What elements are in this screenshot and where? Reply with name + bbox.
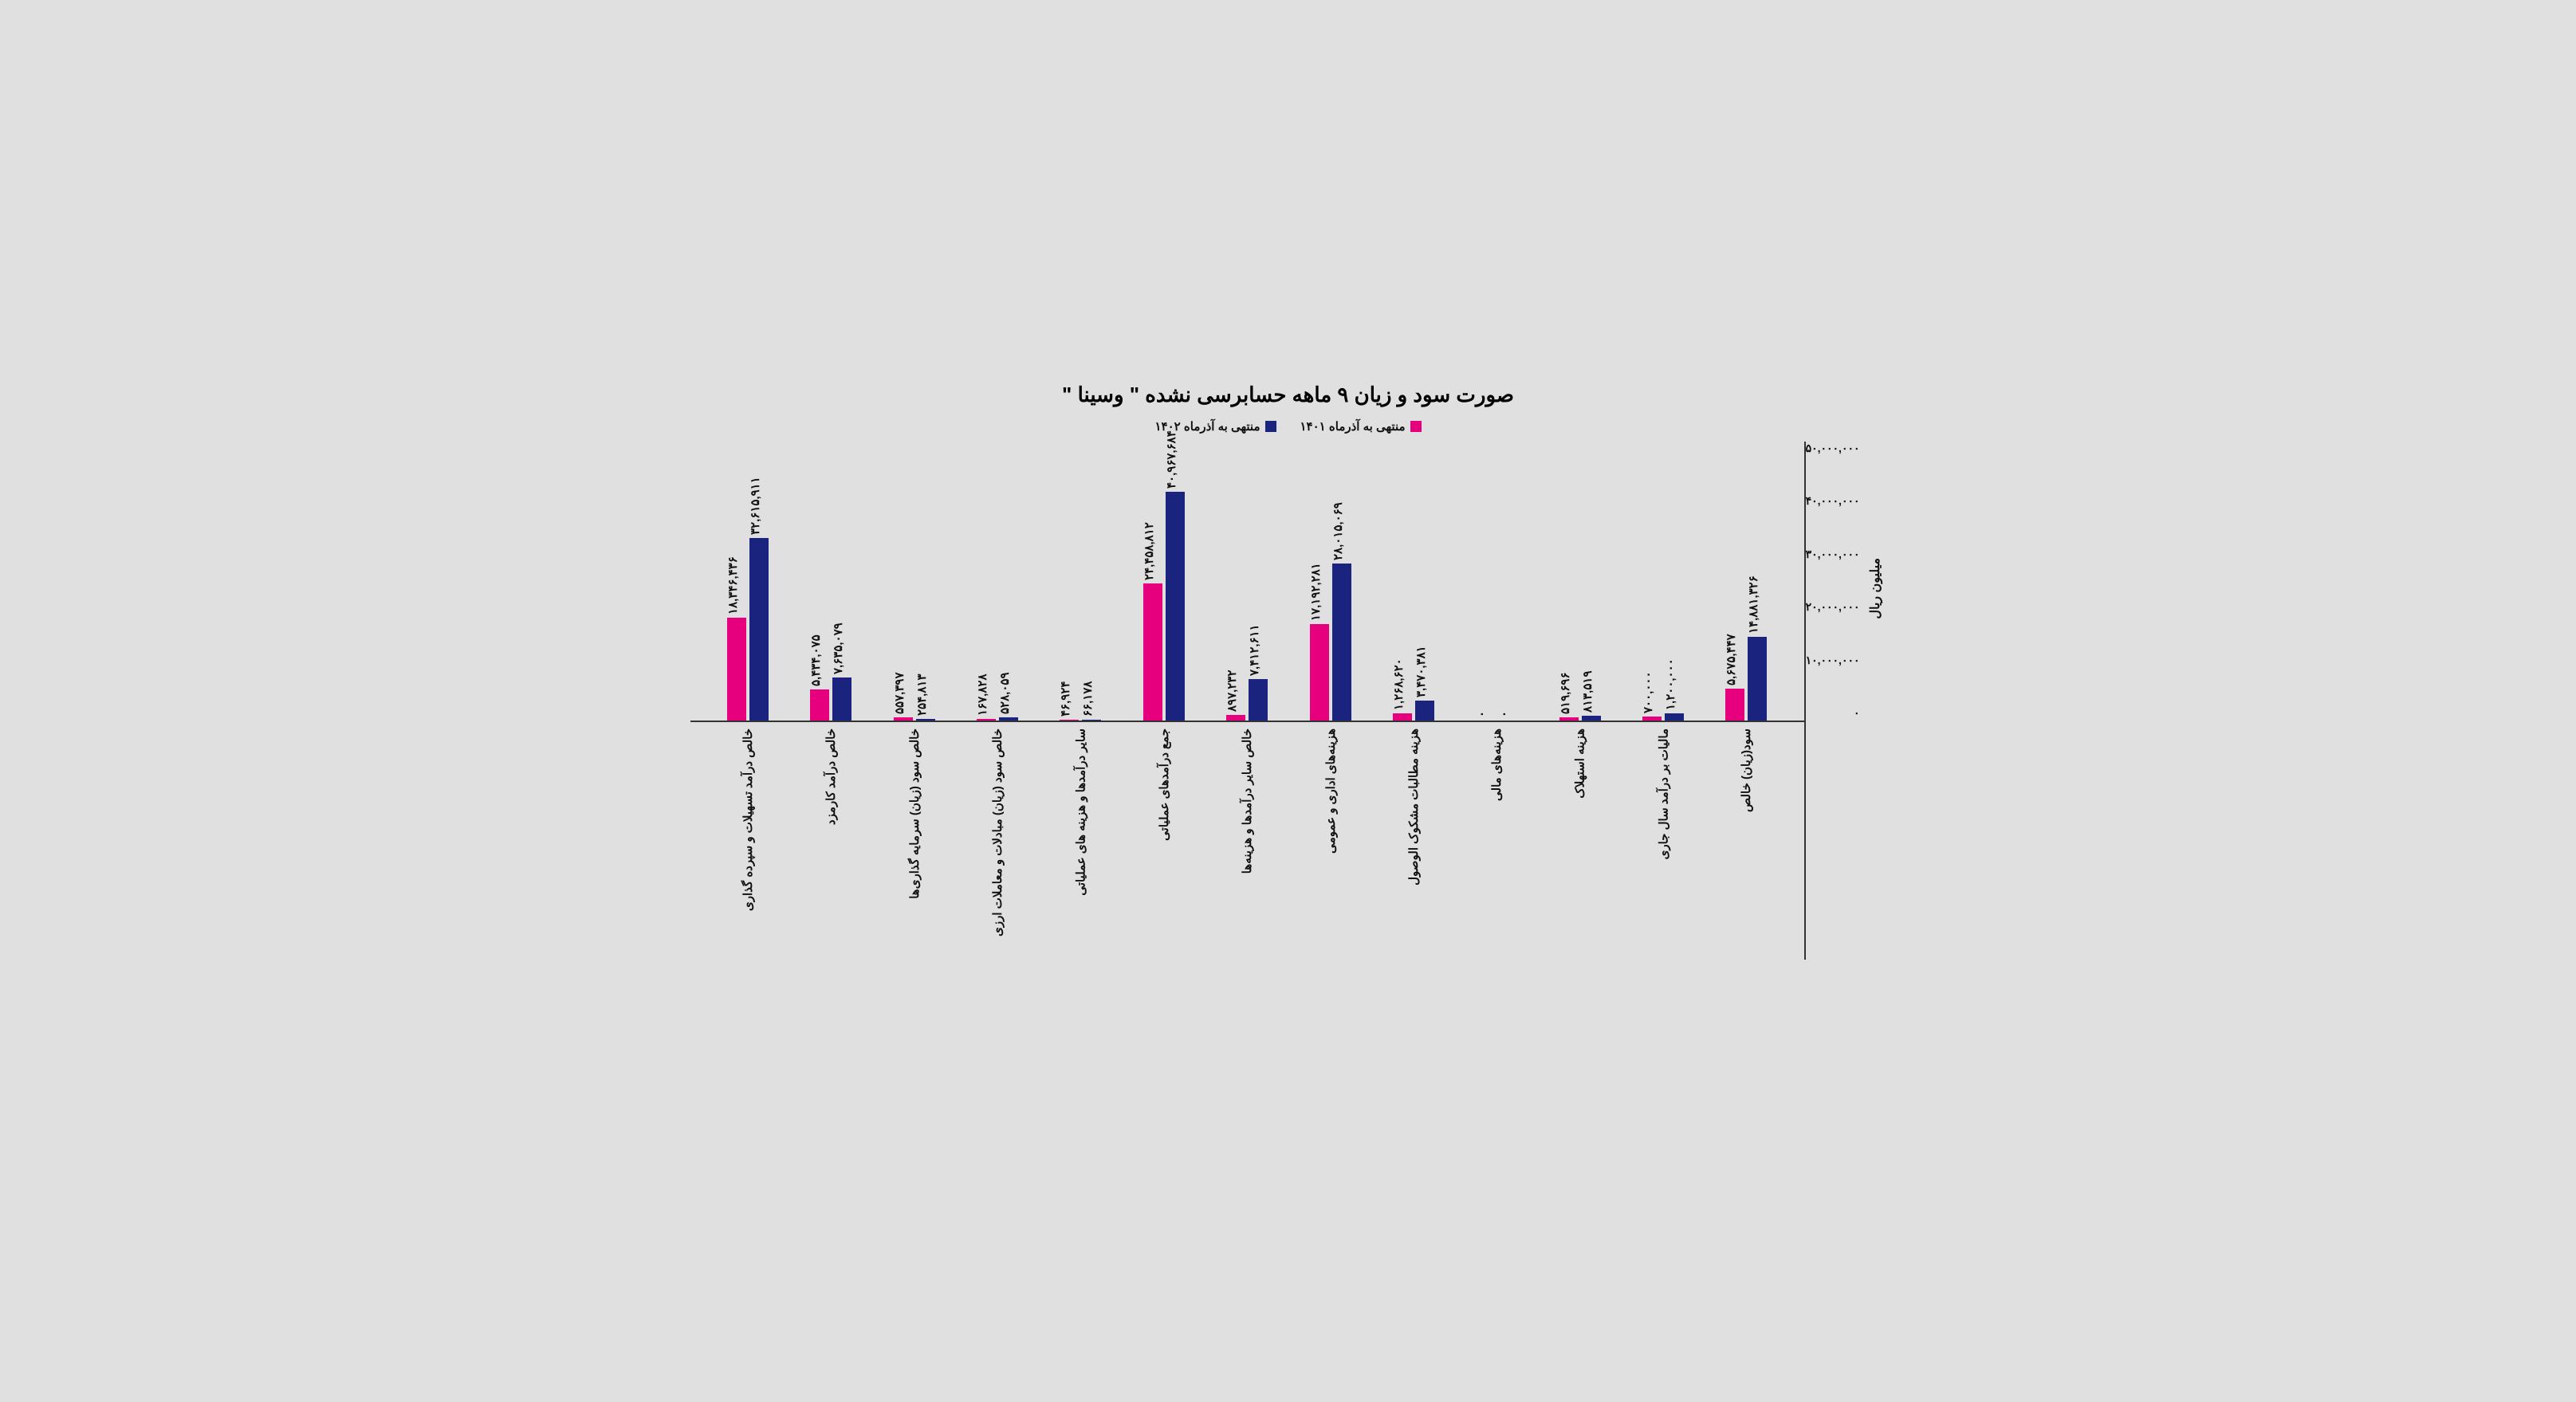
bar-group: ۵۱۹,۶۹۶۸۱۳,۵۱۹هزینه استهلاک	[1544, 442, 1616, 960]
bar: ۸۱۳,۵۱۹	[1582, 716, 1601, 721]
bar: ۲۸,۰۱۵,۰۶۹	[1332, 564, 1351, 720]
bar-group: ۴۶,۹۲۴ ۶۶,۱۷۸ سایر درآمدها و هزینه های عمل…	[1044, 442, 1116, 960]
chart-title: صورت سود و زیان ۹ ماهه حسابرسی نشده " وس…	[690, 383, 1886, 407]
category-label: هزینه‌های اداری و عمومی	[1323, 728, 1338, 854]
legend-swatch-2	[1265, 421, 1276, 432]
legend-swatch-1	[1410, 421, 1422, 432]
category-label: خالص سایر درآمدها و هزینه‌ها	[1240, 728, 1254, 874]
bar: ۱۸,۳۴۶,۴۳۶	[727, 618, 746, 720]
category-label: خالص درآمد تسهیلات و سپرده گذاری	[741, 728, 755, 911]
bar-value: ۵۲۸,۰۵۹	[997, 672, 1012, 714]
bar: ۱۶۷,۸۲۸	[977, 719, 996, 720]
plot-area: ۱۸,۳۴۶,۴۳۶۳۲,۶۱۵,۹۱۱خالص درآمد تسهیلات و…	[690, 442, 1806, 960]
bar-group: ۱۷,۱۹۲,۲۸۱۲۸,۰۱۵,۰۶۹هزینه‌های اداری و عم…	[1295, 442, 1367, 960]
bar-value: ۸۱۳,۵۱۹	[1580, 670, 1595, 713]
bar: ۸۹۷,۲۳۲	[1226, 715, 1245, 720]
y-axis: ۵۰,۰۰۰,۰۰۰ ۴۰,۰۰۰,۰۰۰ ۳۰,۰۰۰,۰۰۰ ۲۰,۰۰۰,۰۰۰…	[1806, 442, 1865, 721]
category-label: خالص درآمد کارمزد	[824, 728, 838, 825]
bar-groups: ۱۸,۳۴۶,۴۳۶۳۲,۶۱۵,۹۱۱خالص درآمد تسهیلات و…	[690, 442, 1804, 960]
plot-wrapper: میلیون ریال ۵۰,۰۰۰,۰۰۰ ۴۰,۰۰۰,۰۰۰ ۳۰,۰۰۰,۰…	[690, 442, 1886, 960]
bar: ۱۷,۱۹۲,۲۸۱	[1310, 624, 1329, 720]
bar-group: ۵۵۷,۳۹۷۲۵۴,۸۱۳خالص سود (زیان) سرمایه گذا…	[879, 442, 950, 960]
bar-value: ۱,۲۰۰,۰۰۰	[1663, 658, 1677, 710]
bar-group: ۵,۴۳۴,۰۷۵۷,۶۳۵,۰۷۹خالص درآمد کارمزد	[795, 442, 867, 960]
bar-value: ۷۰۰,۰۰۰	[1641, 671, 1655, 713]
bar-value: ۱۸,۳۴۶,۴۳۶	[726, 556, 740, 615]
legend-label-1: منتهی به آذرماه ۱۴۰۱	[1300, 419, 1406, 434]
bar: ۱,۲۰۰,۰۰۰	[1665, 713, 1684, 720]
bar-value: ۲۵۴,۸۱۳	[914, 674, 929, 716]
bar-group: ۱,۲۶۸,۶۲۰۳,۴۷۰,۳۸۱هزینه مطالبات مشکوک ال…	[1378, 442, 1449, 960]
bar-value: ۱۴,۸۸۱,۳۲۶	[1746, 576, 1760, 634]
bar: ۷۰۰,۰۰۰	[1642, 717, 1662, 721]
bar-value: ۴۰,۹۶۷,۶۸۴	[1164, 430, 1178, 489]
bar-value: ۷,۴۱۲,۶۱۱	[1247, 624, 1261, 676]
category-label: هزینه‌های مالی	[1489, 728, 1504, 801]
category-label: خالص سود (زیان) سرمایه گذاری‌ها	[907, 728, 922, 899]
bar: ۲۴,۴۵۸,۸۱۲	[1143, 583, 1162, 720]
bar-group: ۰۰ هزینه‌های مالی	[1461, 442, 1532, 960]
bar-value: ۵۵۷,۳۹۷	[892, 672, 907, 714]
y-tick: ۴۰,۰۰۰,۰۰۰	[1806, 494, 1860, 508]
bar-group: ۱۶۷,۸۲۸۵۲۸,۰۵۹خالص سود (زیان) مبادلات و …	[962, 442, 1033, 960]
bar: ۳,۴۷۰,۳۸۱	[1415, 701, 1434, 720]
category-label: هزینه مطالبات مشکوک الوصول	[1406, 728, 1421, 886]
y-tick: ۱۰,۰۰۰,۰۰۰	[1806, 654, 1860, 667]
legend-item-1: منتهی به آذرماه ۱۴۰۱	[1300, 419, 1422, 434]
y-tick: ۲۰,۰۰۰,۰۰۰	[1806, 600, 1860, 614]
bar: ۲۵۴,۸۱۳	[916, 719, 935, 721]
bar-value: ۰	[1474, 710, 1489, 717]
category-label: خالص سود (زیان) مبادلات و معاملات ارزی	[990, 728, 1005, 937]
bar-value: ۵,۶۷۵,۴۴۷	[1724, 634, 1738, 685]
bar-value: ۴۶,۹۲۴	[1058, 681, 1072, 717]
bar-value: ۷,۶۳۵,۰۷۹	[831, 622, 845, 674]
bar-value: ۱,۲۶۸,۶۲۰	[1391, 658, 1406, 710]
bar: ۷,۶۳۵,۰۷۹	[832, 677, 851, 720]
bar-value: ۶۶,۱۷۸	[1080, 681, 1095, 717]
bar-group: ۲۴,۴۵۸,۸۱۲۴۰,۹۶۷,۶۸۴جمع درآمدهای عملیاتی	[1128, 442, 1200, 960]
y-tick: ۳۰,۰۰۰,۰۰۰	[1806, 548, 1860, 561]
bar-value: ۰	[1496, 710, 1511, 717]
bar-value: ۳۲,۶۱۵,۹۱۱	[748, 477, 762, 535]
bar-value: ۵۱۹,۶۹۶	[1558, 672, 1572, 714]
bar-value: ۳,۴۷۰,۳۸۱	[1414, 646, 1428, 697]
y-tick: ۵۰,۰۰۰,۰۰۰	[1806, 442, 1860, 455]
bar-group: ۷۰۰,۰۰۰۱,۲۰۰,۰۰۰مالیات بر درآمد سال جاری	[1627, 442, 1699, 960]
bar: ۵,۶۷۵,۴۴۷	[1725, 689, 1744, 721]
y-axis-label: میلیون ریال	[1865, 558, 1886, 619]
bar-group: ۱۸,۳۴۶,۴۳۶۳۲,۶۱۵,۹۱۱خالص درآمد تسهیلات و…	[712, 442, 784, 960]
bar-value: ۱۶۷,۸۲۸	[975, 674, 989, 717]
bar: ۵۵۷,۳۹۷	[894, 717, 913, 721]
bar: ۷,۴۱۲,۶۱۱	[1249, 679, 1268, 721]
bar-group: ۵,۶۷۵,۴۴۷۱۴,۸۸۱,۳۲۶سود(زیان) خالص	[1710, 442, 1782, 960]
bar-value: ۵,۴۳۴,۰۷۵	[808, 635, 823, 687]
legend: منتهی به آذرماه ۱۴۰۱ منتهی به آذرماه ۱۴۰…	[690, 419, 1886, 434]
category-label: مالیات بر درآمد سال جاری	[1656, 728, 1670, 859]
bar-value: ۲۴,۴۵۸,۸۱۲	[1142, 523, 1156, 581]
y-tick: ۰	[1854, 706, 1860, 720]
bar: ۵,۴۳۴,۰۷۵	[810, 689, 829, 720]
chart-container: صورت سود و زیان ۹ ماهه حسابرسی نشده " وس…	[690, 383, 1886, 1020]
category-label: جمع درآمدهای عملیاتی	[1157, 728, 1171, 841]
bar-value: ۱۷,۱۹۲,۲۸۱	[1308, 563, 1323, 621]
bar: ۴۰,۹۶۷,۶۸۴	[1166, 492, 1185, 721]
bar: ۳۲,۶۱۵,۹۱۱	[749, 538, 769, 720]
bar-group: ۸۹۷,۲۳۲ ۷,۴۱۲,۶۱۱ خالص سایر درآمدها و هزین…	[1211, 442, 1283, 960]
bar: ۱,۲۶۸,۶۲۰	[1393, 713, 1412, 721]
bar: ۵۲۸,۰۵۹	[999, 717, 1018, 721]
bar: ۵۱۹,۶۹۶	[1559, 717, 1579, 721]
category-label: سایر درآمدها و هزینه های عملیاتی	[1073, 728, 1087, 896]
bar-value: ۲۸,۰۱۵,۰۶۹	[1331, 503, 1345, 561]
bar-value: ۸۹۷,۲۳۲	[1225, 670, 1239, 713]
category-label: هزینه استهلاک	[1573, 728, 1587, 799]
bar: ۱۴,۸۸۱,۳۲۶	[1748, 637, 1767, 720]
category-label: سود(زیان) خالص	[1739, 728, 1753, 812]
